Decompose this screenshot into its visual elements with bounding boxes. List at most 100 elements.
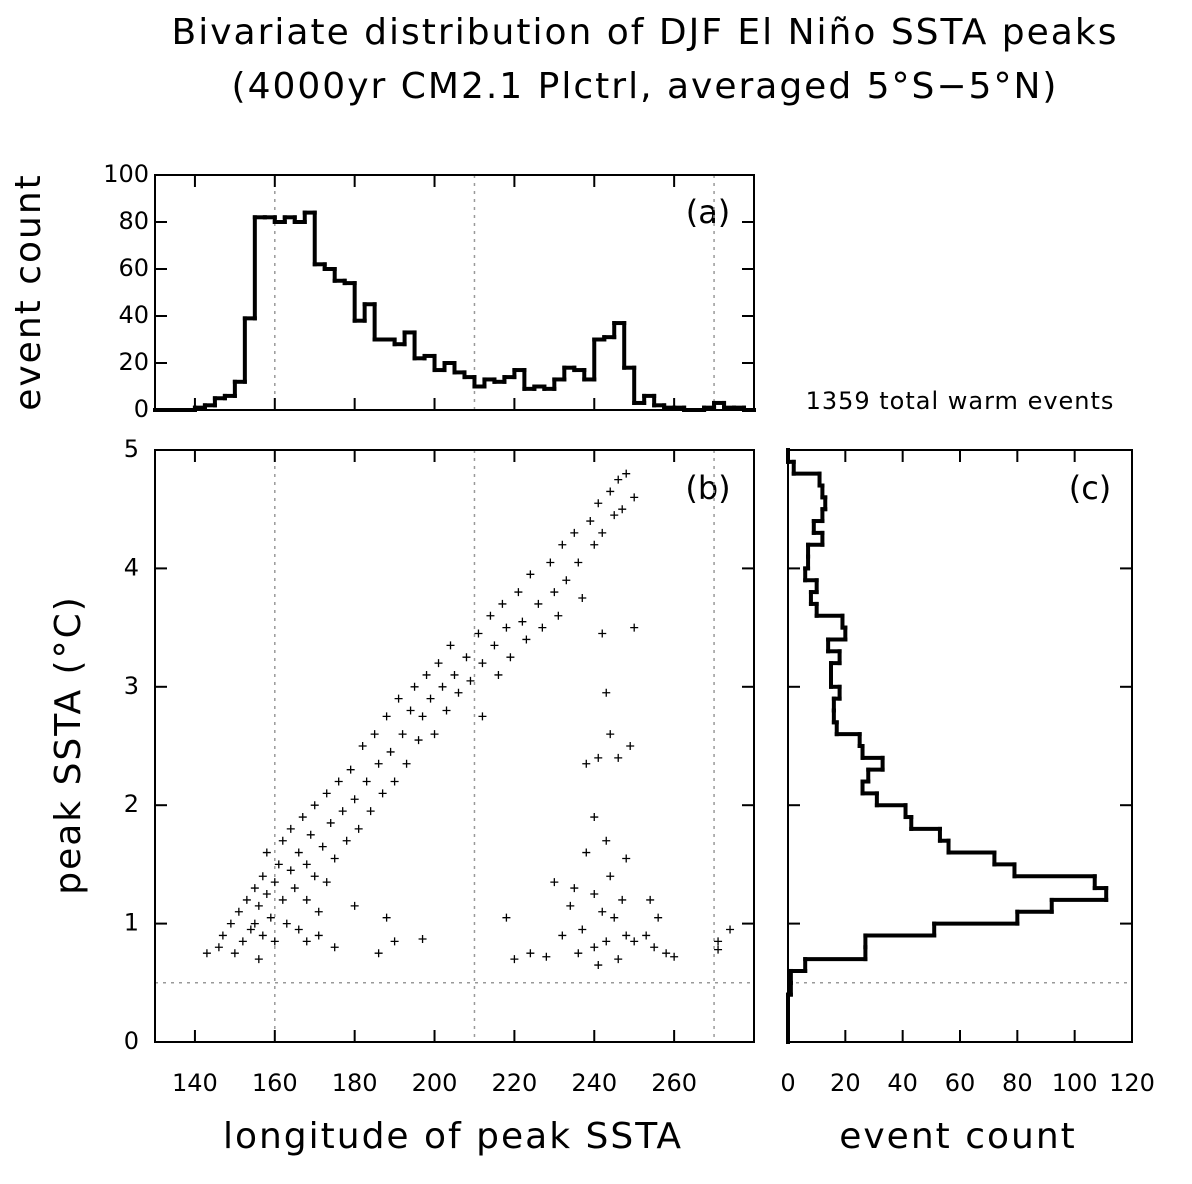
point: [438, 682, 447, 691]
point: [542, 952, 551, 961]
x-tick-label: 260: [651, 1069, 697, 1097]
point: [546, 558, 555, 567]
point: [422, 670, 431, 679]
point: [442, 706, 451, 715]
point: [298, 813, 307, 822]
y-tick-label: 0: [124, 1027, 139, 1055]
point: [270, 937, 279, 946]
point: [566, 901, 575, 910]
point: [622, 469, 631, 478]
point: [338, 807, 347, 816]
point: [386, 747, 395, 756]
point: [354, 824, 363, 833]
point: [294, 925, 303, 934]
point: [390, 777, 399, 786]
point: [594, 499, 603, 508]
point: [614, 475, 623, 484]
point: [642, 931, 651, 940]
y-axis-label: event count: [8, 173, 49, 411]
chart-title: Bivariate distribution of DJF El Niño SS…: [172, 12, 1119, 53]
chart-subtitle: (4000yr CM2.1 Plctrl, averaged 5°S−5°N): [232, 66, 1059, 107]
point: [622, 931, 631, 940]
point: [534, 599, 543, 608]
point: [414, 736, 423, 745]
point: [498, 599, 507, 608]
point: [502, 913, 511, 922]
point: [382, 712, 391, 721]
point: [494, 670, 503, 679]
point: [630, 623, 639, 632]
y-tick-label: 1: [124, 909, 139, 937]
point: [370, 730, 379, 739]
point: [614, 753, 623, 762]
panel-label: (b): [685, 469, 730, 507]
point: [594, 753, 603, 762]
note: 1359 total warm events: [806, 387, 1115, 415]
point: [474, 629, 483, 638]
point: [214, 943, 223, 952]
point: [522, 635, 531, 644]
point: [570, 528, 579, 537]
point: [218, 931, 227, 940]
plot-frame: [154, 449, 755, 1043]
point: [574, 949, 583, 958]
point: [302, 860, 311, 869]
point: [570, 884, 579, 893]
point: [258, 931, 267, 940]
point: [314, 931, 323, 940]
y-axis-label: peak SSTA (°C): [48, 595, 89, 895]
point: [502, 623, 511, 632]
point: [490, 641, 499, 650]
point: [418, 934, 427, 943]
y-tick-label: 40: [118, 301, 149, 329]
point: [578, 594, 587, 602]
point: [342, 836, 351, 845]
point: [726, 925, 735, 934]
point: [670, 952, 679, 961]
point: [418, 712, 427, 721]
point: [278, 836, 287, 845]
point: [582, 759, 591, 768]
point: [430, 730, 439, 739]
y-tick-label: 100: [103, 160, 149, 188]
point: [378, 789, 387, 798]
point: [238, 937, 247, 946]
point: [262, 890, 271, 898]
x-tick-label: 100: [1052, 1069, 1098, 1097]
point: [446, 641, 455, 650]
point: [654, 913, 663, 922]
point: [582, 848, 591, 857]
point: [526, 949, 535, 958]
point: [286, 824, 295, 833]
x-tick-label: 80: [1002, 1069, 1033, 1097]
point: [250, 919, 259, 928]
x-tick-label: 220: [491, 1069, 537, 1097]
point: [602, 836, 611, 845]
point: [258, 872, 267, 881]
y-tick-label: 3: [124, 672, 139, 700]
point: [574, 558, 583, 567]
point: [330, 854, 339, 863]
point: [346, 765, 355, 774]
point: [282, 919, 291, 928]
point: [538, 623, 547, 632]
point: [618, 505, 627, 514]
point: [598, 907, 607, 916]
point: [614, 955, 623, 964]
point: [278, 895, 287, 904]
x-tick-label: 60: [945, 1069, 976, 1097]
y-tick-label: 4: [124, 553, 139, 581]
point: [558, 540, 567, 549]
x-axis-label: event count: [839, 1116, 1077, 1157]
point: [462, 653, 471, 662]
x-tick-label: 20: [830, 1069, 861, 1097]
point: [594, 961, 603, 970]
point: [606, 487, 615, 496]
point: [466, 676, 475, 685]
point: [202, 949, 211, 958]
point: [230, 949, 239, 958]
point: [362, 777, 371, 786]
plot-frame: [154, 174, 755, 411]
point: [350, 901, 359, 910]
point: [714, 945, 723, 954]
